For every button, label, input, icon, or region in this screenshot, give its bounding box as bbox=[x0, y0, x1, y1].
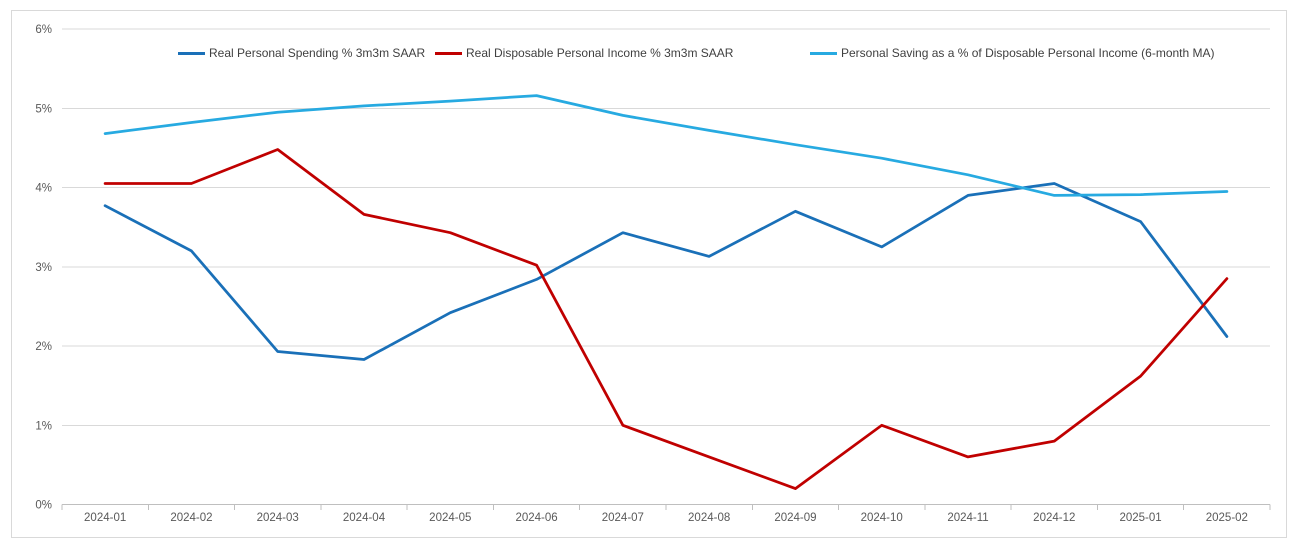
y-axis-label: 5% bbox=[35, 103, 52, 115]
x-axis-label: 2024-03 bbox=[257, 512, 299, 524]
x-axis-label: 2025-02 bbox=[1206, 512, 1248, 524]
x-axis-label: 2024-12 bbox=[1033, 512, 1075, 524]
x-axis-label: 2024-05 bbox=[429, 512, 471, 524]
y-axis-label: 2% bbox=[35, 341, 52, 353]
x-axis-label: 2024-11 bbox=[947, 512, 988, 524]
x-axis-label: 2025-01 bbox=[1119, 512, 1161, 524]
x-axis-label: 2024-02 bbox=[170, 512, 212, 524]
x-axis-label: 2024-08 bbox=[688, 512, 730, 524]
y-axis-label: 1% bbox=[35, 420, 52, 432]
x-axis-label: 2024-10 bbox=[861, 512, 903, 524]
x-axis-label: 2024-01 bbox=[84, 512, 126, 524]
y-axis-label: 3% bbox=[35, 262, 52, 274]
y-axis-label: 0% bbox=[35, 500, 52, 512]
x-axis-label: 2024-06 bbox=[515, 512, 557, 524]
series-line-2 bbox=[103, 148, 1229, 490]
x-axis-label: 2024-04 bbox=[343, 512, 386, 524]
x-axis-label: 2024-09 bbox=[774, 512, 816, 524]
x-axis-label: 2024-07 bbox=[602, 512, 644, 524]
y-axis-label: 4% bbox=[35, 183, 52, 195]
y-axis-label: 6% bbox=[35, 24, 52, 36]
series-line-3 bbox=[103, 94, 1229, 197]
chart-frame bbox=[11, 10, 1287, 538]
series-line-1 bbox=[103, 182, 1229, 361]
